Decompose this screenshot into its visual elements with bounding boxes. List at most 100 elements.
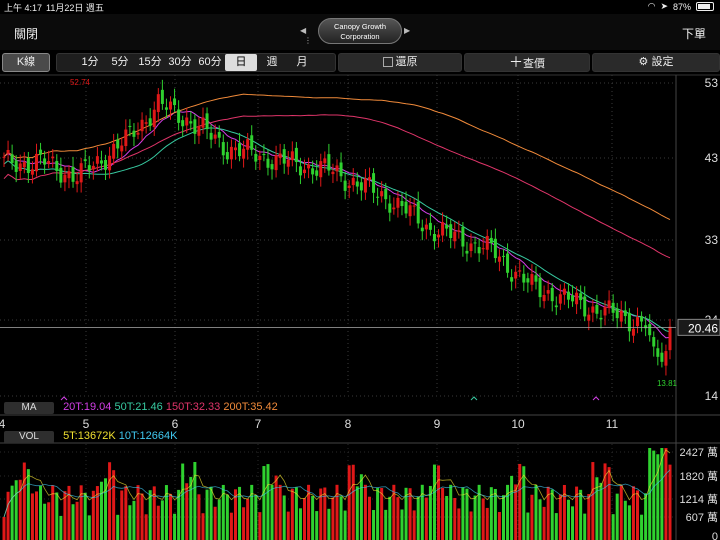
- volume-bar: [441, 487, 445, 540]
- volume-bar: [408, 488, 412, 540]
- candle-body: [627, 312, 631, 332]
- volume-ma-line: [3, 469, 671, 518]
- volume-bar: [376, 488, 380, 540]
- volume-bar: [607, 467, 611, 540]
- volume-bar: [656, 454, 660, 540]
- volume-bar: [343, 510, 347, 540]
- candle-body: [347, 185, 351, 188]
- volume-bar: [132, 500, 136, 540]
- next-stock-icon[interactable]: ▶: [404, 26, 411, 35]
- vol-tag[interactable]: VOL: [4, 431, 54, 443]
- period-30min[interactable]: 30分: [168, 56, 192, 68]
- volume-bar: [116, 514, 120, 540]
- volume-bar: [262, 466, 266, 540]
- period-selector: 1分 5分 15分 30分 60分日週 月: [56, 53, 336, 72]
- period-60min[interactable]: 60分: [198, 56, 222, 68]
- volume-bar: [112, 470, 116, 540]
- volume-bar: [156, 505, 160, 540]
- stock-selector[interactable]: Canopy Growth Corporation: [318, 18, 402, 44]
- volume-bar: [428, 485, 432, 540]
- checkbox-icon: [382, 57, 393, 68]
- volume-bar: [160, 500, 164, 540]
- volume-bar: [603, 463, 607, 540]
- volume-bar: [55, 492, 59, 540]
- volume-tick-label: 1820 萬: [679, 470, 718, 483]
- candle-body: [636, 317, 640, 327]
- volume-bar: [420, 484, 424, 540]
- volume-tick-label: 0: [712, 531, 718, 540]
- volume-bar: [518, 463, 522, 540]
- candle-body: [173, 98, 177, 106]
- low-price-label: 13.81: [657, 379, 678, 388]
- candle-body: [254, 153, 258, 162]
- volume-bar: [599, 482, 603, 540]
- month-tick-label: 8: [345, 417, 352, 431]
- ma-tag[interactable]: MA: [4, 402, 54, 414]
- volume-bar: [274, 475, 278, 540]
- period-15min[interactable]: 15分: [138, 56, 162, 68]
- candle-body: [534, 275, 538, 282]
- volume-bar: [286, 511, 290, 540]
- period-5min[interactable]: 5分: [111, 56, 129, 68]
- volume-bar: [660, 448, 664, 540]
- volume-bar: [177, 489, 181, 540]
- volume-bar: [554, 513, 558, 540]
- close-button[interactable]: 關閉: [14, 27, 39, 41]
- battery-icon: [696, 2, 714, 11]
- volume-bar: [323, 487, 327, 540]
- candle-body: [294, 147, 298, 163]
- volume-bar: [367, 496, 371, 540]
- candle-body: [558, 294, 562, 304]
- volume-bar: [416, 496, 420, 540]
- volume-bar: [238, 486, 242, 540]
- volume-bar: [571, 506, 575, 540]
- volume-bar: [104, 478, 108, 540]
- candle-body: [441, 222, 445, 236]
- candle-body: [579, 293, 583, 301]
- candle-body: [331, 171, 335, 175]
- kline-button[interactable]: K線: [2, 53, 50, 72]
- signal-marker-icon: [60, 396, 68, 401]
- candle-body: [432, 233, 436, 242]
- volume-bar: [636, 490, 640, 540]
- candle-body: [575, 292, 579, 305]
- candle-body: [595, 304, 599, 314]
- volume-bar: [355, 486, 359, 540]
- candle-body: [546, 290, 550, 294]
- candle-body: [323, 158, 327, 164]
- candle-body: [87, 165, 91, 171]
- candle-body: [367, 177, 371, 180]
- period-week[interactable]: 週: [266, 56, 278, 68]
- volume-bar: [201, 513, 205, 540]
- volume-bar: [229, 512, 233, 540]
- order-button[interactable]: 下單: [681, 27, 706, 41]
- prev-stock-icon[interactable]: ◀: [300, 26, 307, 35]
- volume-bar: [640, 514, 644, 540]
- query-price-button[interactable]: ＋查價: [464, 53, 590, 72]
- period-1min[interactable]: 1分: [81, 56, 99, 68]
- volume-bar: [668, 464, 672, 540]
- candle-body: [615, 308, 619, 319]
- settings-label: 設定: [651, 56, 674, 68]
- stock-name-line1: Canopy Growth: [333, 22, 387, 31]
- volume-bar: [465, 488, 469, 540]
- volume-bar: [327, 508, 331, 540]
- candle-body: [376, 196, 380, 198]
- candle-body: [51, 156, 55, 159]
- settings-button[interactable]: ⚙ 設定: [592, 53, 720, 72]
- candle-body: [221, 142, 225, 156]
- volume-bar: [473, 495, 477, 540]
- volume-bar: [315, 511, 319, 540]
- candle-body: [303, 169, 307, 174]
- period-month[interactable]: 月: [296, 56, 308, 68]
- volume-bar: [87, 515, 91, 540]
- period-day[interactable]: 日: [225, 54, 257, 71]
- volume-bar: [185, 483, 189, 540]
- candle-body: [640, 316, 644, 322]
- candle-body: [307, 164, 311, 169]
- volume-bar: [562, 484, 566, 540]
- restore-toggle[interactable]: 還原: [338, 53, 462, 72]
- candles: [2, 79, 672, 376]
